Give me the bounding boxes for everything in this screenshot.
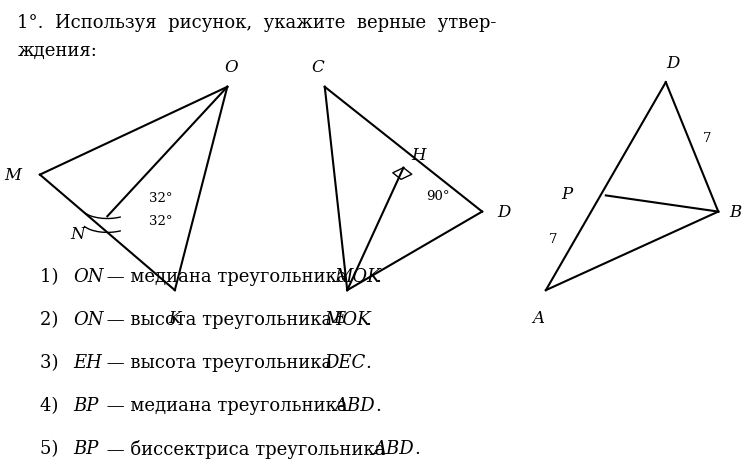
Text: K: K bbox=[168, 309, 181, 326]
Text: DEC: DEC bbox=[325, 353, 366, 371]
Text: ON: ON bbox=[74, 268, 104, 285]
Text: ABD: ABD bbox=[335, 396, 375, 414]
Text: 90°: 90° bbox=[426, 189, 450, 202]
Text: .: . bbox=[375, 396, 381, 414]
Text: BP: BP bbox=[74, 396, 99, 414]
Text: .: . bbox=[365, 353, 371, 371]
Text: .: . bbox=[414, 439, 420, 457]
Text: MOK: MOK bbox=[335, 268, 381, 285]
Text: EH: EH bbox=[74, 353, 102, 371]
Text: ждения:: ждения: bbox=[17, 42, 97, 59]
Text: BP: BP bbox=[74, 439, 99, 457]
Text: 2): 2) bbox=[40, 310, 64, 328]
Text: D: D bbox=[497, 204, 511, 220]
Text: .: . bbox=[365, 310, 371, 328]
Text: 32°: 32° bbox=[149, 192, 172, 205]
Text: .: . bbox=[375, 268, 381, 285]
Text: — высота треугольника: — высота треугольника bbox=[101, 310, 338, 328]
Text: O: O bbox=[224, 59, 238, 76]
Text: 32°: 32° bbox=[149, 215, 172, 228]
Text: — медиана треугольника: — медиана треугольника bbox=[101, 396, 353, 414]
Text: D: D bbox=[666, 55, 680, 71]
Text: C: C bbox=[311, 59, 323, 76]
Text: N: N bbox=[71, 226, 85, 243]
Text: A: A bbox=[532, 309, 544, 326]
Text: E: E bbox=[334, 309, 346, 326]
Text: — биссектриса треугольника: — биссектриса треугольника bbox=[101, 439, 391, 458]
Text: 5): 5) bbox=[40, 439, 64, 457]
Text: H: H bbox=[411, 147, 426, 164]
Text: 3): 3) bbox=[40, 353, 64, 371]
Text: MOK: MOK bbox=[325, 310, 371, 328]
Text: P: P bbox=[561, 185, 572, 202]
Text: 1): 1) bbox=[40, 268, 64, 285]
Text: 1°.  Используя  рисунок,  укажите  верные  утвер-: 1°. Используя рисунок, укажите верные ут… bbox=[17, 14, 497, 32]
Text: B: B bbox=[729, 204, 741, 220]
Text: — высота треугольника: — высота треугольника bbox=[101, 353, 338, 371]
Text: 7: 7 bbox=[703, 132, 711, 145]
Text: ON: ON bbox=[74, 310, 104, 328]
Text: ABD: ABD bbox=[374, 439, 414, 457]
Text: — медиана треугольника: — медиана треугольника bbox=[101, 268, 353, 285]
Text: M: M bbox=[5, 167, 21, 184]
Text: 7: 7 bbox=[549, 232, 558, 245]
Text: 4): 4) bbox=[40, 396, 64, 414]
